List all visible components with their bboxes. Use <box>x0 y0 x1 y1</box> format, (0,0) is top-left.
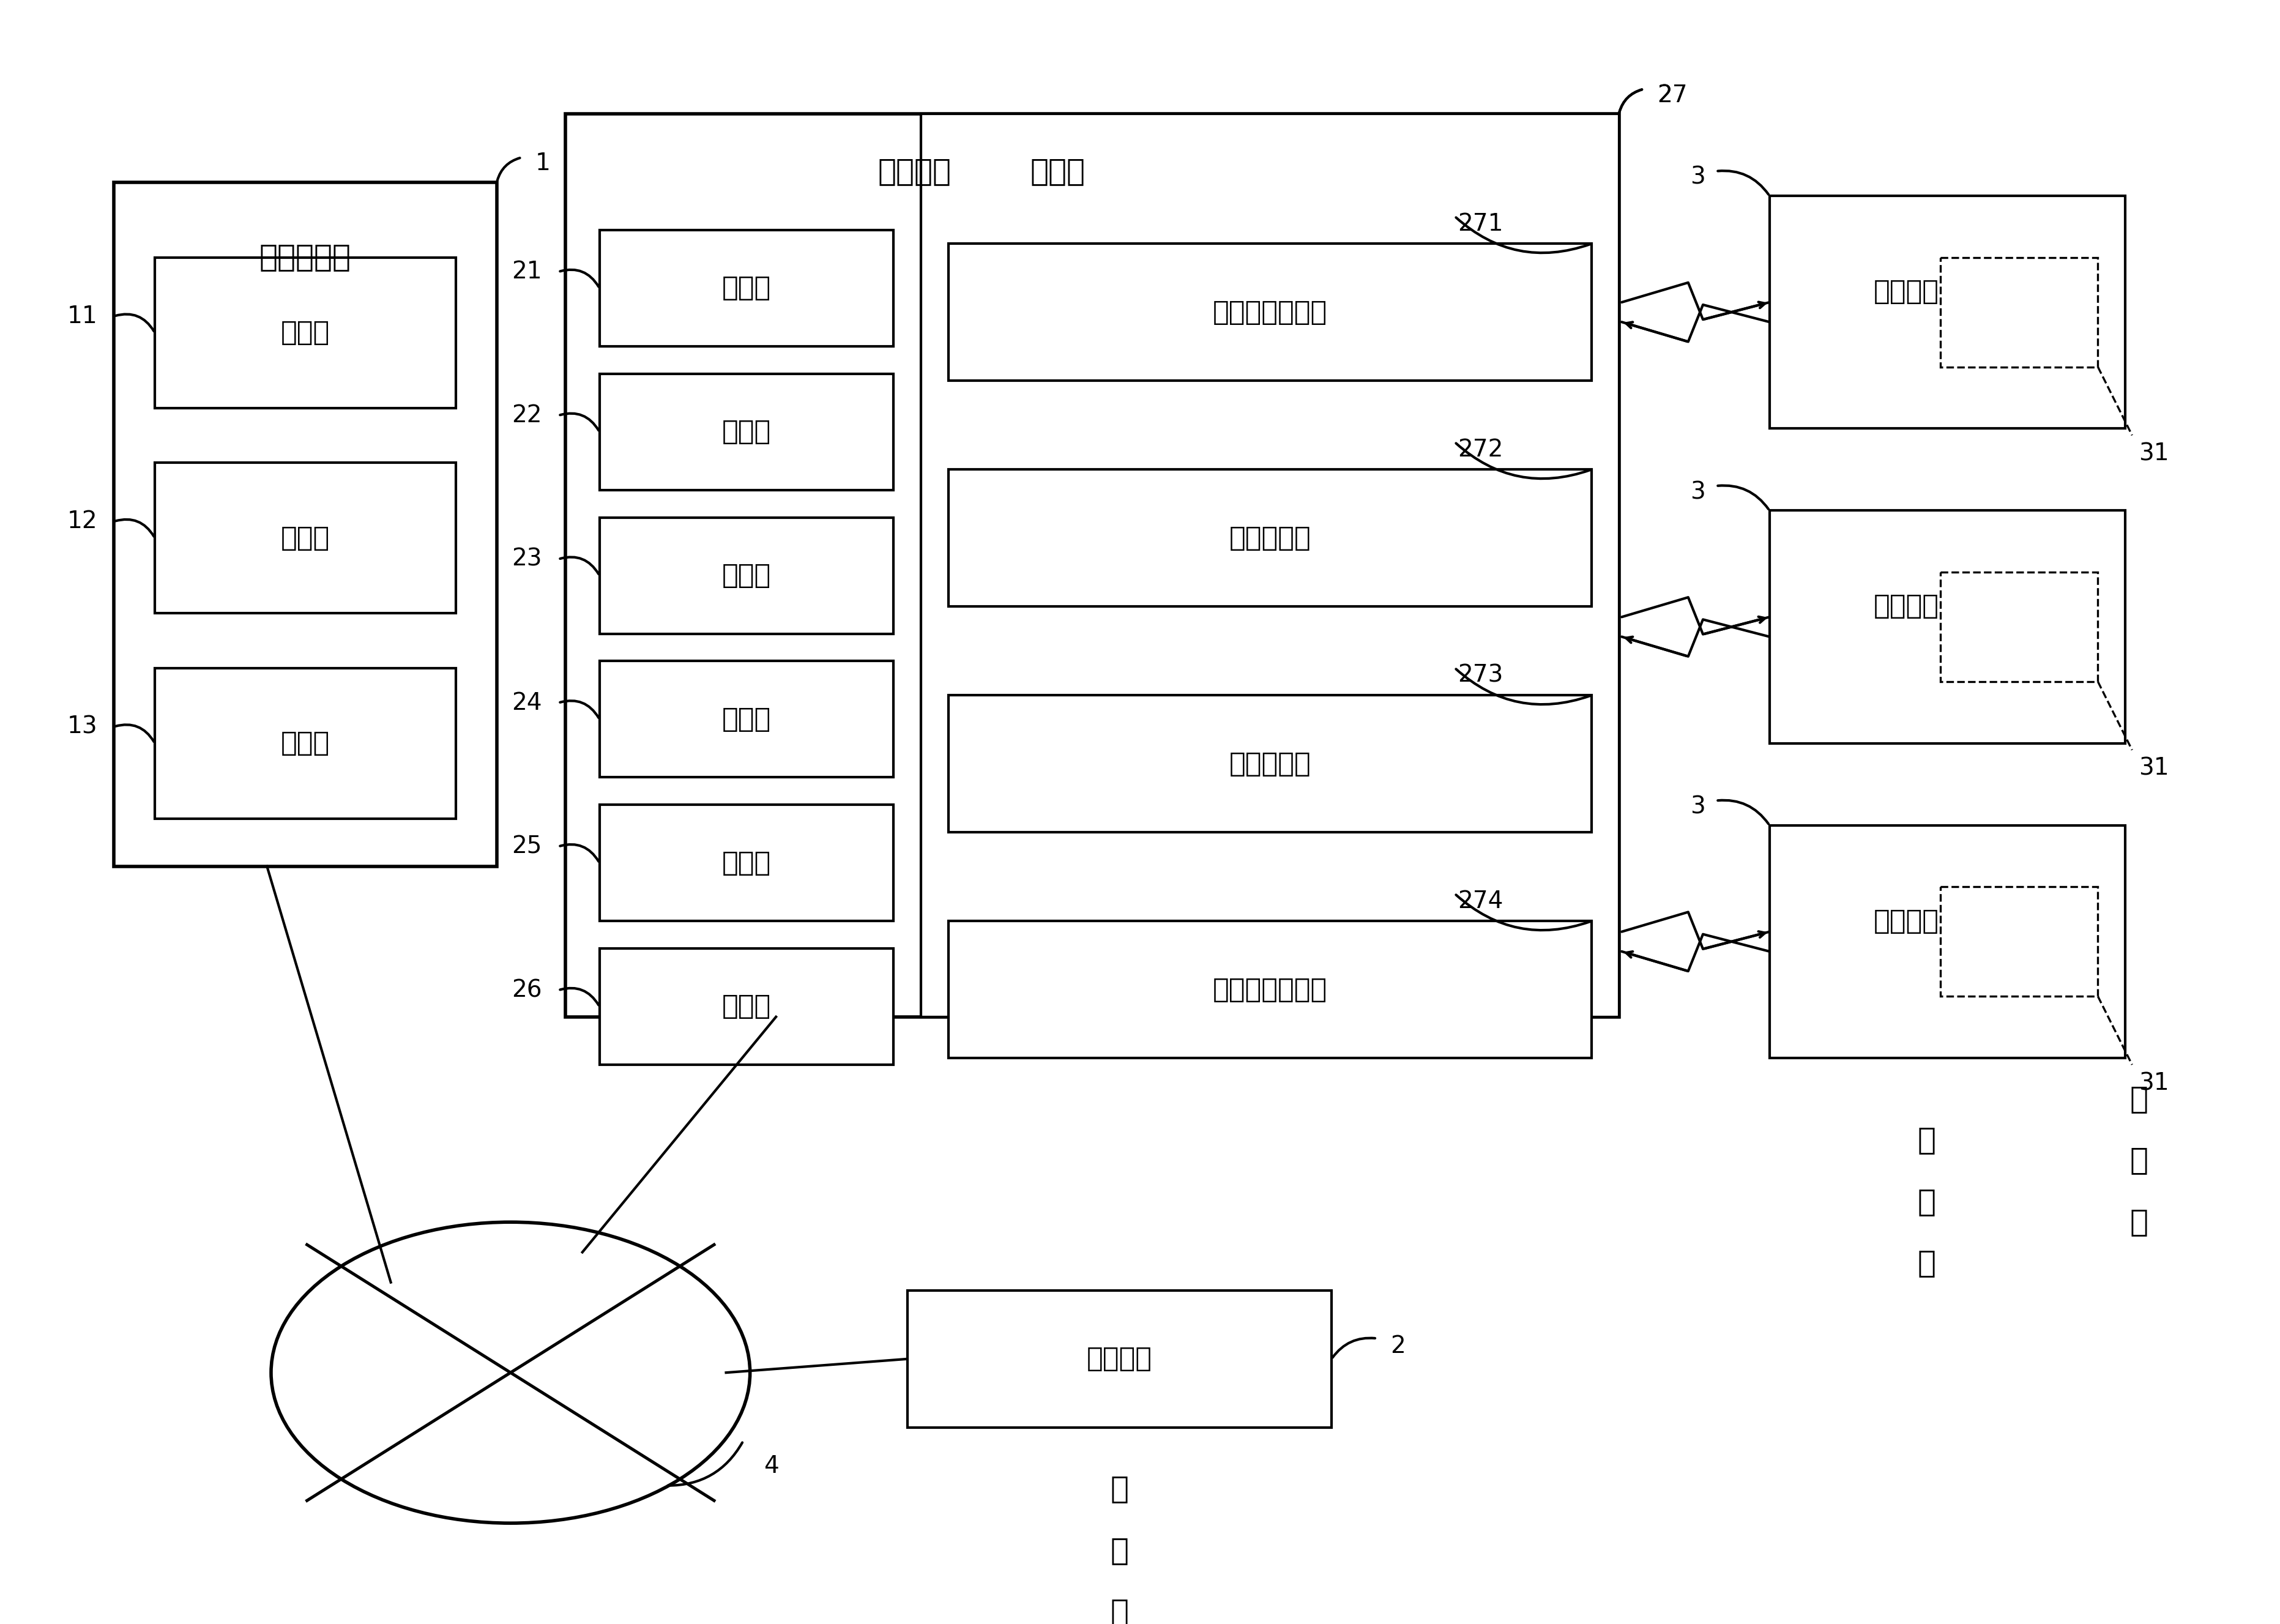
Text: 21: 21 <box>511 260 543 284</box>
Text: 25: 25 <box>511 835 543 857</box>
Bar <box>600 374 894 490</box>
Text: 31: 31 <box>2139 757 2168 780</box>
Text: 2: 2 <box>1391 1335 1404 1358</box>
Text: 4: 4 <box>764 1455 780 1478</box>
Text: 制御部: 制御部 <box>1031 156 1085 185</box>
Text: 24: 24 <box>511 692 543 715</box>
Bar <box>948 695 1591 831</box>
Bar <box>1940 887 2098 996</box>
Bar <box>565 114 1619 1017</box>
Text: 農業機械: 農業機械 <box>1874 278 1938 305</box>
Text: 272: 272 <box>1457 438 1503 461</box>
Bar <box>1769 510 2125 744</box>
Text: ・: ・ <box>2130 1147 2148 1176</box>
Text: ・: ・ <box>1110 1536 1129 1566</box>
Bar <box>600 806 894 921</box>
Text: 読取部: 読取部 <box>723 849 771 875</box>
Text: 3: 3 <box>1689 166 1705 188</box>
Text: 通信部: 通信部 <box>280 320 331 346</box>
Text: ・: ・ <box>1110 1598 1129 1624</box>
Bar <box>600 948 894 1065</box>
Text: 書込部: 書込部 <box>723 706 771 732</box>
Bar <box>600 661 894 778</box>
Text: 23: 23 <box>511 547 543 570</box>
Bar <box>600 518 894 633</box>
Text: 31: 31 <box>2139 1072 2168 1095</box>
Text: 271: 271 <box>1457 213 1503 235</box>
Text: 携帯端末: 携帯端末 <box>878 156 951 185</box>
Bar <box>155 667 456 818</box>
Bar <box>600 231 894 346</box>
Text: 作業内容生成部: 作業内容生成部 <box>1213 976 1327 1002</box>
Text: 携帯端末: 携帯端末 <box>1088 1346 1151 1372</box>
Bar <box>1940 572 2098 682</box>
Bar <box>948 469 1591 606</box>
Bar <box>948 244 1591 380</box>
Text: 3: 3 <box>1689 481 1705 503</box>
Text: 274: 274 <box>1457 890 1503 913</box>
Text: ・: ・ <box>1917 1249 1936 1278</box>
Text: 12: 12 <box>66 510 98 533</box>
Text: 操作部: 操作部 <box>723 562 771 590</box>
Text: ・: ・ <box>2130 1085 2148 1114</box>
Text: 273: 273 <box>1457 664 1503 687</box>
Text: 22: 22 <box>511 404 543 427</box>
Bar <box>1769 825 2125 1057</box>
Text: 2: 2 <box>1658 83 1674 107</box>
Text: 通信部: 通信部 <box>723 274 771 302</box>
Text: ・: ・ <box>2130 1207 2148 1237</box>
Text: サーバ装置: サーバ装置 <box>260 242 351 273</box>
Text: ・: ・ <box>1110 1475 1129 1504</box>
Text: 農業機械: 農業機械 <box>1874 908 1938 934</box>
Text: ログイン制御部: ログイン制御部 <box>1213 299 1327 325</box>
Bar <box>114 182 497 866</box>
Text: 制御部: 制御部 <box>280 731 331 757</box>
Text: 3: 3 <box>1689 796 1705 818</box>
Text: 31: 31 <box>2139 442 2168 466</box>
Text: 26: 26 <box>511 979 543 1002</box>
Bar <box>907 1291 1332 1427</box>
Text: 記憶部: 記憶部 <box>723 994 771 1020</box>
Bar <box>1940 257 2098 367</box>
Bar <box>155 257 456 408</box>
Text: 書込制御部: 書込制御部 <box>1229 525 1311 551</box>
Bar <box>155 463 456 614</box>
Text: 27: 27 <box>1658 83 1687 107</box>
Text: 表示部: 表示部 <box>723 419 771 445</box>
Text: ・: ・ <box>1917 1187 1936 1216</box>
Bar <box>921 114 1619 1017</box>
Text: ・: ・ <box>1917 1125 1936 1155</box>
Text: 11: 11 <box>66 305 98 328</box>
Bar <box>948 921 1591 1057</box>
Text: 1: 1 <box>536 153 549 175</box>
Ellipse shape <box>271 1223 750 1523</box>
Bar <box>1769 197 2125 429</box>
Text: 記憶部: 記憶部 <box>280 525 331 551</box>
Text: 農業機械: 農業機械 <box>1874 593 1938 619</box>
Text: 読取制御部: 読取制御部 <box>1229 750 1311 776</box>
Text: 13: 13 <box>66 715 98 739</box>
